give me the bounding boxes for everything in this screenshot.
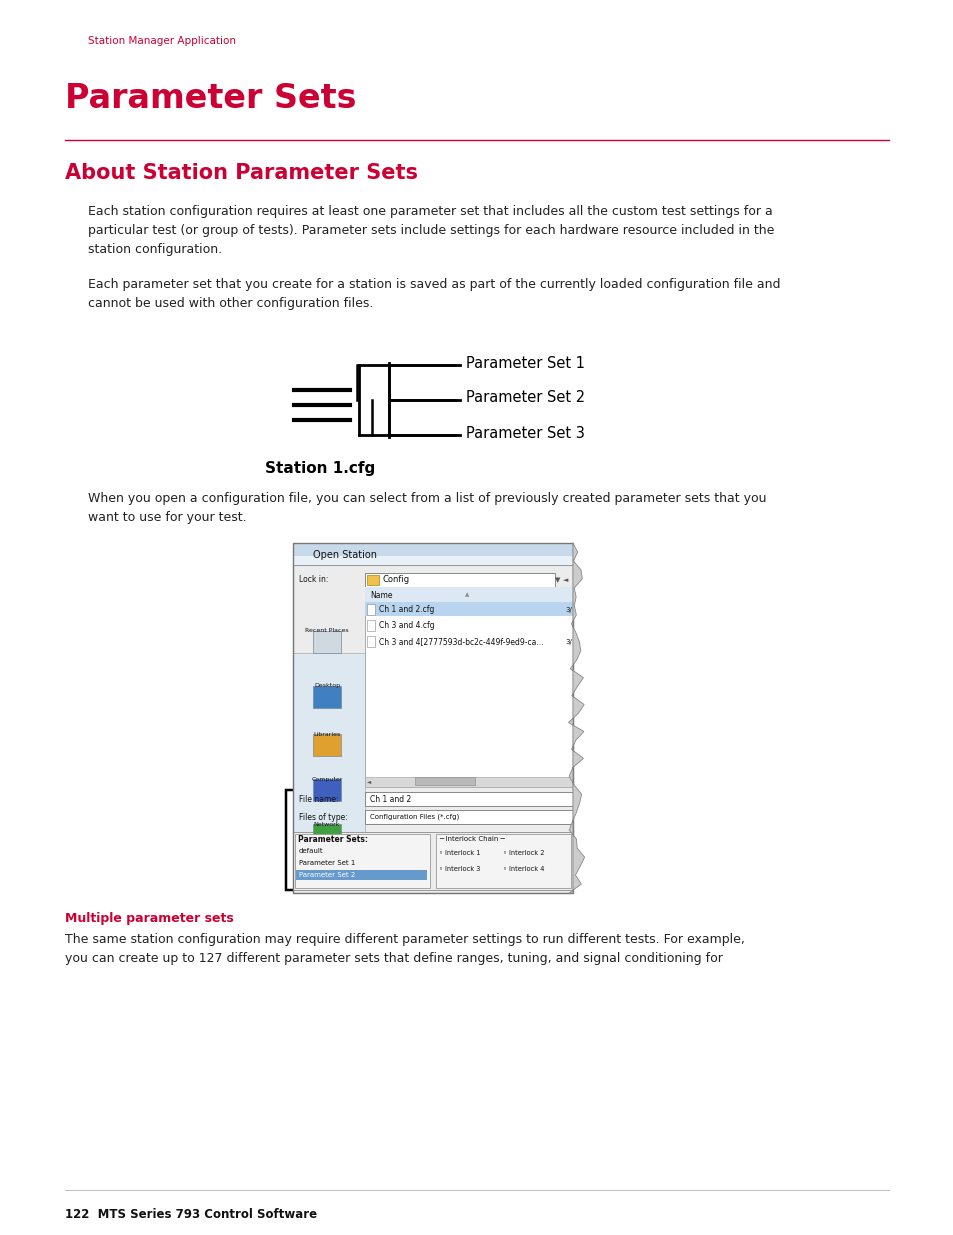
Bar — [294, 834, 430, 888]
Text: Lock in:: Lock in: — [298, 576, 328, 584]
Text: ─ Interlock Chain ─: ─ Interlock Chain ─ — [438, 836, 504, 842]
Bar — [313, 779, 340, 802]
Bar — [293, 543, 573, 564]
Bar — [313, 685, 340, 708]
Bar — [295, 869, 427, 881]
Text: Parameter Set 2: Parameter Set 2 — [465, 390, 584, 405]
Text: Network: Network — [314, 821, 340, 826]
Bar — [365, 587, 573, 787]
Text: About Station Parameter Sets: About Station Parameter Sets — [65, 163, 417, 183]
Text: Parameter Set 2: Parameter Set 2 — [298, 872, 355, 878]
Text: Ch 1 and 2.cfg: Ch 1 and 2.cfg — [378, 605, 434, 615]
Bar — [367, 620, 375, 631]
Text: Name: Name — [370, 590, 392, 599]
Text: ◦ Interlock 2: ◦ Interlock 2 — [502, 850, 544, 856]
Text: Parameter Set 3: Parameter Set 3 — [465, 426, 584, 441]
Text: ◄: ◄ — [367, 779, 371, 784]
Text: ◄: ◄ — [562, 577, 568, 583]
Bar — [293, 556, 573, 564]
Bar — [365, 810, 573, 824]
Text: Ch 1 and 2: Ch 1 and 2 — [370, 794, 411, 804]
Text: Parameter Sets:: Parameter Sets: — [297, 835, 368, 844]
Bar — [313, 824, 340, 846]
Text: Open Station: Open Station — [313, 550, 376, 559]
Polygon shape — [337, 874, 354, 890]
Text: Computer: Computer — [311, 777, 342, 782]
Text: Config: Config — [382, 576, 410, 584]
Bar — [367, 604, 375, 615]
Text: Configuration Files (*.cfg): Configuration Files (*.cfg) — [370, 814, 458, 820]
Text: Station 1.cfg: Station 1.cfg — [265, 461, 375, 475]
Text: ▲: ▲ — [464, 593, 469, 598]
Text: 3/: 3/ — [564, 606, 571, 613]
Text: ▼: ▼ — [555, 577, 559, 583]
Text: Ch 3 and 4[2777593d-bc2c-449f-9ed9-ca...: Ch 3 and 4[2777593d-bc2c-449f-9ed9-ca... — [378, 637, 543, 646]
Bar — [365, 792, 573, 806]
Bar — [365, 573, 555, 587]
Bar — [365, 601, 573, 616]
Text: Ch 3 and 4.cfg: Ch 3 and 4.cfg — [378, 621, 435, 631]
Text: The same station configuration may require different parameter settings to run d: The same station configuration may requi… — [65, 932, 744, 965]
Text: Parameter Set 1: Parameter Set 1 — [298, 860, 355, 866]
Text: Multiple parameter sets: Multiple parameter sets — [65, 911, 233, 925]
Text: 122  MTS Series 793 Control Software: 122 MTS Series 793 Control Software — [65, 1208, 316, 1221]
Bar — [313, 631, 340, 653]
Text: Parameter Sets: Parameter Sets — [65, 82, 356, 115]
Text: ◦ Interlock 4: ◦ Interlock 4 — [502, 866, 544, 872]
Bar — [313, 734, 340, 756]
Text: Recent Places: Recent Places — [305, 629, 349, 634]
Text: default: default — [298, 848, 323, 853]
Bar — [293, 564, 573, 893]
Bar — [293, 653, 365, 887]
Bar — [293, 543, 573, 893]
Bar — [293, 832, 573, 890]
Text: Each parameter set that you create for a station is saved as part of the current: Each parameter set that you create for a… — [88, 278, 780, 310]
Bar — [365, 587, 573, 601]
Text: Files of type:: Files of type: — [298, 813, 348, 821]
Bar — [365, 777, 573, 787]
Text: Station Manager Application: Station Manager Application — [88, 36, 235, 46]
Bar — [436, 834, 571, 888]
Bar — [367, 576, 378, 585]
Polygon shape — [568, 543, 584, 893]
Text: Each station configuration requires at least one parameter set that includes all: Each station configuration requires at l… — [88, 205, 774, 256]
Text: 3/: 3/ — [564, 638, 571, 645]
Text: File name:: File name: — [298, 794, 338, 804]
Bar — [415, 777, 475, 785]
Text: Parameter Set 1: Parameter Set 1 — [465, 356, 584, 370]
Text: ◦ Interlock 1: ◦ Interlock 1 — [438, 850, 480, 856]
Text: ◦ Interlock 3: ◦ Interlock 3 — [438, 866, 480, 872]
Bar — [367, 636, 375, 647]
Text: Desktop: Desktop — [314, 683, 339, 688]
Text: When you open a configuration file, you can select from a list of previously cre: When you open a configuration file, you … — [88, 492, 765, 524]
Text: Libraries: Libraries — [313, 731, 340, 736]
Polygon shape — [286, 790, 354, 890]
